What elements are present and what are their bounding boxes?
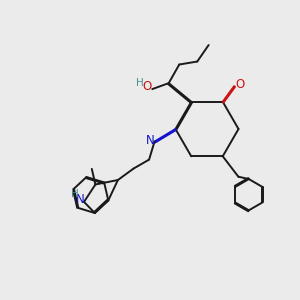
Text: O: O: [235, 78, 244, 91]
Text: O: O: [142, 80, 152, 93]
Text: N: N: [146, 134, 155, 147]
Text: N: N: [76, 193, 85, 206]
Text: H: H: [136, 77, 143, 88]
Text: H: H: [70, 189, 78, 200]
